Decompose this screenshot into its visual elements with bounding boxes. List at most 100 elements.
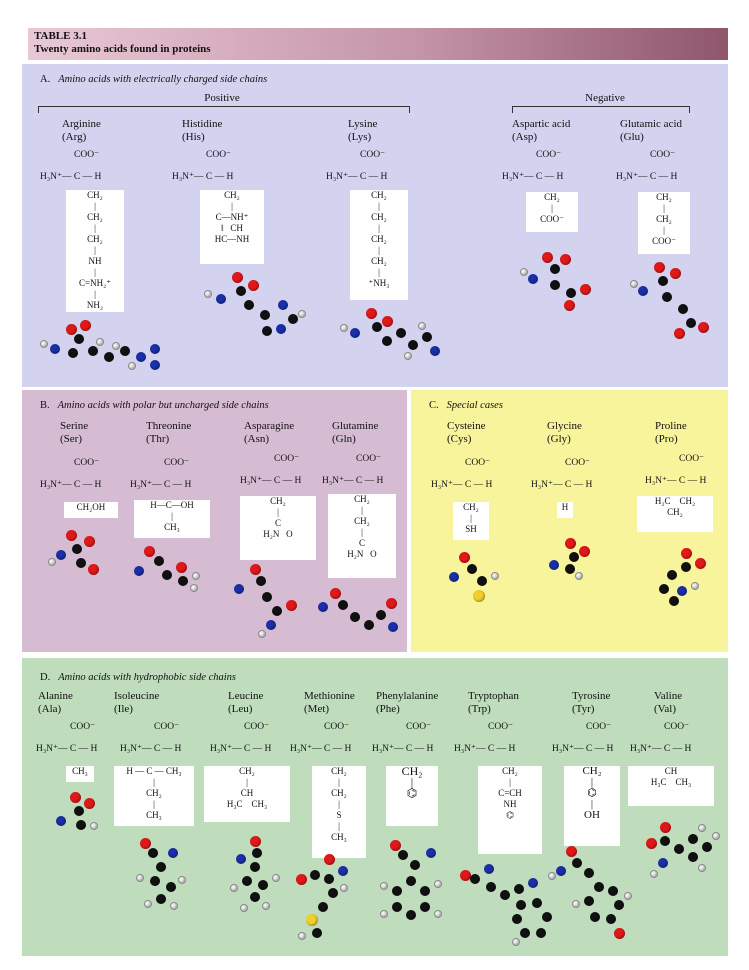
carbon-atom	[420, 886, 430, 896]
side-chain: CH₂ | SH	[453, 502, 489, 540]
oxygen-atom	[560, 254, 571, 265]
carbon-atom	[512, 914, 522, 924]
carbon-atom	[372, 322, 382, 332]
nitrogen-atom	[528, 274, 538, 284]
carbon-atom	[256, 576, 266, 586]
ball-and-stick-model	[628, 260, 712, 340]
aa-name: Aspartic acid	[512, 118, 571, 130]
nitrogen-atom	[216, 294, 226, 304]
carbon-atom	[594, 882, 604, 892]
carbon-atom	[667, 570, 677, 580]
hydrogen-atom	[40, 340, 48, 348]
oxygen-atom	[660, 822, 671, 833]
oxygen-atom	[681, 548, 692, 559]
carbon-atom	[542, 912, 552, 922]
nitrogen-atom	[484, 864, 494, 874]
hydrogen-atom	[630, 280, 638, 288]
carbon-atom	[500, 890, 510, 900]
positive-bracket	[38, 106, 410, 113]
oxygen-atom	[70, 792, 81, 803]
hydrogen-atom	[258, 630, 266, 638]
sulfur-atom	[473, 590, 485, 602]
ball-and-stick-model	[516, 250, 596, 311]
hydrogen-atom	[190, 584, 198, 592]
sulfur-atom	[306, 914, 318, 926]
ball-and-stick-model	[539, 536, 599, 582]
side-chain: CH H₃C CH₃	[628, 766, 714, 806]
oxygen-atom	[566, 846, 577, 857]
hydrogen-atom	[650, 870, 658, 878]
hydrogen-atom	[512, 938, 520, 946]
hydrogen-atom	[230, 884, 238, 892]
nitrogen-atom	[318, 602, 328, 612]
carbon-atom	[486, 882, 496, 892]
hydrogen-atom	[272, 874, 280, 882]
aa-abbr: (Ala)	[38, 703, 62, 715]
carbon-atom	[382, 336, 392, 346]
carbon-atom	[686, 318, 696, 328]
hydrogen-atom	[96, 338, 104, 346]
nitrogen-atom	[388, 622, 398, 632]
oxygen-atom	[248, 280, 259, 291]
oxygen-atom	[459, 552, 470, 563]
ball-and-stick-model	[288, 852, 372, 944]
side-chain: CH₂ | CH₂ | CH₂ | CH₂ | ⁺NH₃	[350, 190, 408, 300]
oxygen-atom	[176, 562, 187, 573]
oxygen-atom	[66, 324, 77, 335]
panel-a-title: A. Amino acids with electrically charged …	[40, 74, 268, 85]
aa-name: Glutamic acid	[620, 118, 683, 130]
side-chain: CH₂ | CH₂ | CH₂ | NH | C=NH₂⁺ | NH₂	[66, 190, 124, 312]
oxygen-atom	[80, 320, 91, 331]
nitrogen-atom	[278, 300, 288, 310]
hydrogen-atom	[136, 874, 144, 882]
nitrogen-atom	[338, 866, 348, 876]
carbon-atom	[532, 898, 542, 908]
side-chain: CH₂ | COO⁻	[526, 192, 578, 232]
nitrogen-atom	[234, 584, 244, 594]
ball-and-stick-model	[647, 546, 717, 606]
nitrogen-atom	[168, 848, 178, 858]
aa-name: Lysine	[348, 118, 378, 130]
carbon-atom	[408, 340, 418, 350]
carbon-atom	[678, 304, 688, 314]
aa-name: Asparagine	[244, 420, 295, 432]
carbon-atom	[520, 928, 530, 938]
carbon-atom	[566, 288, 576, 298]
aa-name: Valine	[654, 690, 683, 702]
hydrogen-atom	[404, 352, 412, 360]
aa-abbr: (Ile)	[114, 703, 133, 715]
carbon-atom	[550, 264, 560, 274]
ball-and-stick-model	[222, 562, 312, 642]
carbon-atom	[156, 894, 166, 904]
carbon-atom	[681, 562, 691, 572]
carbon-atom	[688, 834, 698, 844]
carbon-atom	[406, 876, 416, 886]
aa-name: Arginine	[62, 118, 101, 130]
oxygen-atom	[66, 530, 77, 541]
aa-abbr: (Arg)	[62, 131, 87, 143]
oxygen-atom	[674, 328, 685, 339]
carbon-atom	[420, 902, 430, 912]
ball-and-stick-model	[198, 270, 308, 340]
carbon-atom	[477, 576, 487, 586]
oxygen-atom	[232, 272, 243, 283]
negative-bracket	[512, 106, 690, 113]
carbon-atom	[565, 564, 575, 574]
side-chain: H₂C CH₂ CH₂	[637, 496, 713, 532]
positive-label: Positive	[204, 92, 240, 104]
oxygen-atom	[698, 322, 709, 333]
carbon-atom	[514, 884, 524, 894]
nitrogen-atom	[56, 816, 66, 826]
carbon-atom	[660, 836, 670, 846]
carbon-atom	[396, 328, 406, 338]
aa-abbr: (His)	[182, 131, 205, 143]
oxygen-atom	[579, 546, 590, 557]
panel-c-title: C. Special cases	[429, 400, 503, 411]
hydrogen-atom	[712, 832, 720, 840]
panel-d-title: D. Amino acids with hydrophobic side chai…	[40, 672, 237, 683]
oxygen-atom	[580, 284, 591, 295]
oxygen-atom	[695, 558, 706, 569]
carbon-atom	[614, 900, 624, 910]
nitrogen-atom	[56, 550, 66, 560]
nitrogen-atom	[449, 572, 459, 582]
